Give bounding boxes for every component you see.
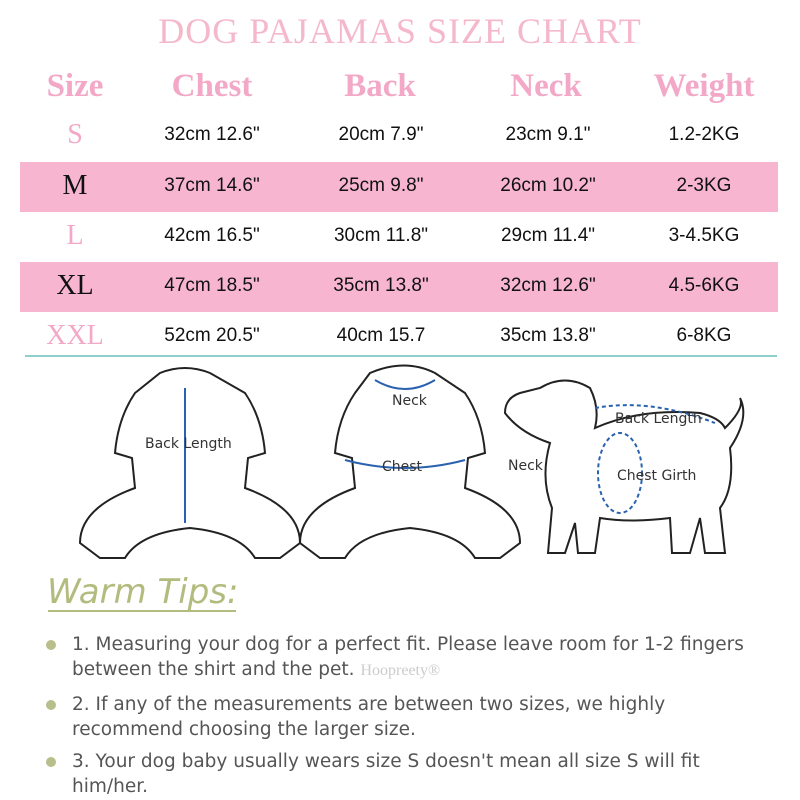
label-dog-back-length: Back Length bbox=[615, 411, 702, 427]
back-cell: 25cm 9.8" bbox=[338, 175, 424, 196]
neck-cell: 35cm 13.8" bbox=[500, 325, 596, 346]
tip-item: 3. Your dog baby usually wears size S do… bbox=[46, 749, 766, 799]
back-cell: 30cm 11.8" bbox=[333, 225, 429, 246]
dog-illustration bbox=[503, 379, 745, 554]
row-band-xl bbox=[20, 262, 778, 312]
size-cell: S bbox=[67, 119, 83, 150]
table-row: M 37cm 14.6" 25cm 9.8" 26cm 10.2" 2-3KG bbox=[0, 161, 800, 211]
label-dog-chest-girth: Chest Girth bbox=[617, 468, 696, 484]
divider-line bbox=[25, 355, 777, 357]
weight-cell: 4.5-6KG bbox=[668, 275, 740, 296]
measurement-illustrations: Back Length Neck Chest Back Length Neck … bbox=[78, 364, 745, 559]
back-cell: 20cm 7.9" bbox=[338, 124, 424, 145]
header-size: Size bbox=[46, 68, 104, 104]
header-back: Back bbox=[344, 68, 416, 104]
chest-cell: 37cm 14.6" bbox=[164, 175, 260, 196]
row-band-m bbox=[20, 162, 778, 212]
size-cell: XL bbox=[56, 270, 94, 301]
chest-cell: 32cm 12.6" bbox=[164, 124, 260, 145]
neck-cell: 23cm 9.1" bbox=[505, 124, 591, 145]
size-cell: L bbox=[66, 220, 84, 251]
weight-cell: 6-8KG bbox=[676, 325, 732, 346]
chest-cell: 42cm 16.5" bbox=[164, 225, 260, 246]
back-cell: 35cm 13.8" bbox=[333, 275, 429, 296]
neck-cell: 26cm 10.2" bbox=[500, 175, 596, 196]
tip-item: 1. Measuring your dog for a perfect fit.… bbox=[46, 632, 766, 683]
tip-item: 2. If any of the measurements are betwee… bbox=[46, 692, 766, 742]
table-row: XXL 52cm 20.5" 40cm 15.7 35cm 13.8" 6-8KG bbox=[0, 311, 800, 361]
weight-cell: 2-3KG bbox=[676, 175, 732, 196]
tips-title: Warm Tips: bbox=[47, 572, 239, 612]
table-row: XL 47cm 18.5" 35cm 13.8" 32cm 12.6" 4.5-6KG bbox=[0, 261, 800, 311]
bullet-icon bbox=[46, 757, 56, 767]
label-dog-neck: Neck bbox=[508, 458, 544, 474]
chart-title: DOG PAJAMAS SIZE CHART bbox=[158, 11, 642, 51]
neck-cell: 32cm 12.6" bbox=[500, 275, 596, 296]
header-weight: Weight bbox=[653, 68, 755, 104]
label-back-length: Back Length bbox=[145, 436, 232, 452]
pajama-back-view bbox=[78, 367, 302, 559]
chest-cell: 47cm 18.5" bbox=[164, 275, 260, 296]
header-neck: Neck bbox=[510, 68, 582, 104]
weight-cell: 3-4.5KG bbox=[668, 225, 740, 246]
watermark: Hoopreety® bbox=[360, 662, 441, 679]
back-cell: 40cm 15.7 bbox=[336, 325, 426, 346]
tip-text: 1. Measuring your dog for a perfect fit.… bbox=[72, 634, 744, 680]
size-cell: M bbox=[62, 170, 88, 201]
pajama-front-view bbox=[298, 364, 522, 559]
bullet-icon bbox=[46, 700, 56, 710]
tip-text: 2. If any of the measurements are betwee… bbox=[72, 694, 666, 740]
header-chest: Chest bbox=[171, 68, 253, 104]
chest-cell: 52cm 20.5" bbox=[164, 325, 260, 346]
label-neck: Neck bbox=[392, 393, 428, 409]
table-row: S 32cm 12.6" 20cm 7.9" 23cm 9.1" 1.2-2KG bbox=[0, 110, 800, 160]
tip-text: 3. Your dog baby usually wears size S do… bbox=[72, 751, 700, 797]
weight-cell: 1.2-2KG bbox=[668, 124, 740, 145]
neck-cell: 29cm 11.4" bbox=[500, 225, 596, 246]
bullet-icon bbox=[46, 640, 56, 650]
label-chest: Chest bbox=[382, 459, 423, 475]
tips-underline bbox=[48, 610, 236, 612]
table-row: L 42cm 16.5" 30cm 11.8" 29cm 11.4" 3-4.5KG bbox=[0, 211, 800, 261]
size-cell: XXL bbox=[46, 320, 104, 351]
